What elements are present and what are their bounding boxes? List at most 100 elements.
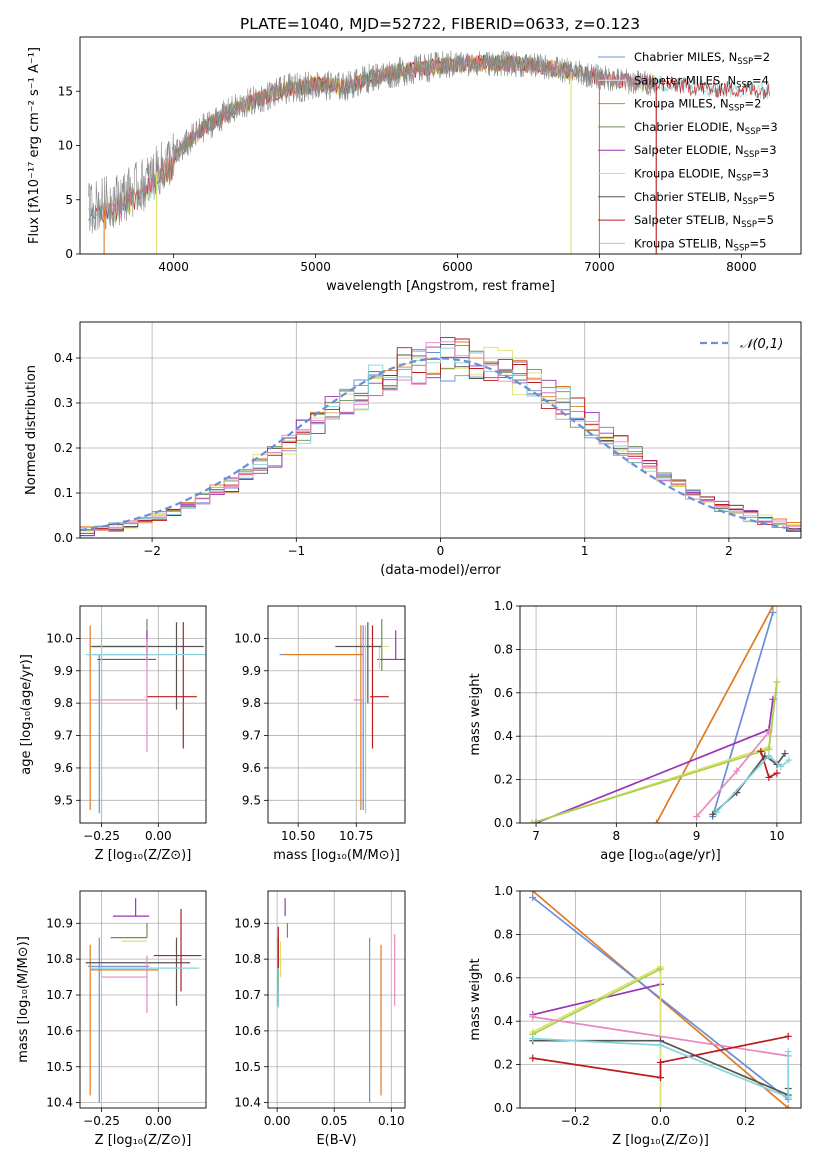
x-tick-label: 0.2 [736, 1114, 755, 1128]
series-marker [657, 1058, 664, 1066]
series-marker [657, 965, 664, 973]
series-line [531, 681, 778, 823]
x-tick-label: 0.00 [145, 829, 172, 843]
y-tick-label: 0.1 [54, 486, 73, 500]
series-marker [784, 1048, 792, 1056]
y-tick-label: 10.9 [46, 916, 73, 930]
weight_vs_Z-panel: −0.2 0.0 0.2 0.0 0.2 0.4 0.6 0.8 1.0 Z [log₁₀(Z/Z… [468, 884, 802, 1148]
y-tick-label: 10.8 [234, 952, 261, 966]
x-tick-label: 7 [532, 829, 540, 843]
x-tick-label: −0.25 [83, 829, 120, 843]
y-tick-label: 1.0 [494, 599, 513, 613]
spectrum-panel: 4000 5000 6000 7000 8000 0 5 10 15 wavelength [An… [27, 36, 802, 294]
y-tick-label: 10.5 [234, 1060, 261, 1074]
y-tick-label: 9.8 [54, 696, 73, 710]
series-line [532, 1035, 789, 1079]
y-tick-label: 10.0 [234, 631, 261, 645]
y-tick-label: 0.8 [494, 642, 513, 656]
series-marker [709, 810, 717, 818]
weight_vs_Z-frame [519, 890, 802, 1109]
y-tick-label: 9.6 [54, 761, 73, 775]
histograms [80, 337, 801, 537]
y-tick-label: 0.0 [54, 531, 73, 545]
y-tick-label: 0.4 [494, 729, 513, 743]
spectrum-ticks: 4000 5000 6000 7000 8000 0 5 10 15 [58, 84, 757, 274]
age_vs_Z-ticks: −0.25 0.00 9.5 9.6 9.7 9.8 9.9 10.0 [46, 631, 171, 843]
y-tick-label: 9.5 [242, 793, 261, 807]
y-tick-label: 10.0 [46, 631, 73, 645]
series-line [535, 699, 774, 823]
y-tick-label: 0.6 [494, 971, 513, 985]
y-tick-label: 0.2 [54, 441, 73, 455]
residuals-frame [79, 321, 802, 539]
figure-title: PLATE=1040, MJD=52722, FIBERID=0633, z=0… [240, 15, 640, 33]
y-tick-label: 10.6 [234, 1024, 261, 1038]
mass_vs_ebv-xlabel: E(B-V) [316, 1133, 356, 1148]
series-marker [529, 894, 537, 902]
x-tick-label: 6000 [442, 260, 473, 274]
x-tick-label: 1 [581, 544, 589, 558]
age_vs_mass-xlabel: mass [log₁₀(M/M⊙)] [273, 848, 400, 863]
series-marker [657, 1041, 664, 1049]
series-line [716, 754, 790, 813]
series-marker [652, 819, 660, 823]
series-marker [773, 769, 781, 777]
x-tick-label: 9 [693, 829, 701, 843]
y-tick-label: 0.8 [494, 927, 513, 941]
mass_vs_Z-grid [80, 891, 206, 1108]
y-tick-label: 10.6 [46, 1024, 73, 1038]
legend-entry: Kroupa ELODIE, NSSP=3 [634, 167, 769, 184]
y-tick-label: 0.3 [54, 396, 73, 410]
weight_vs_age-xlabel: age [log₁₀(age/yr)] [600, 848, 721, 863]
gaussian-curve [80, 357, 801, 532]
series-line [531, 681, 778, 823]
errorbar [378, 645, 389, 670]
x-tick-label: 0.0 [651, 1114, 670, 1128]
series-marker [529, 1054, 537, 1062]
y-tick-label: 10 [58, 139, 73, 153]
x-tick-label: 0.00 [145, 1114, 172, 1128]
series-marker [785, 756, 793, 764]
errorbar [87, 937, 150, 1103]
age_vs_mass-errorbars [279, 618, 405, 814]
legend-entry: Salpeter STELIB, NSSP=5 [634, 213, 774, 230]
series-marker [784, 1032, 792, 1040]
y-tick-label: 10.4 [234, 1096, 261, 1110]
residuals-xlabel: (data-model)/error [380, 563, 501, 578]
age_vs_Z-frame [79, 605, 207, 824]
y-tick-label: 0.2 [494, 773, 513, 787]
y-tick-label: 0.6 [494, 686, 513, 700]
errorbar [112, 898, 150, 917]
series-marker [784, 1104, 792, 1108]
mass_vs_ebv-grid [268, 891, 405, 1108]
errorbar [101, 955, 148, 1013]
errorbar [89, 944, 159, 1096]
legend-entry: Chabrier STELIB, NSSP=5 [634, 190, 775, 207]
series-line [655, 606, 774, 823]
spectrum-frame [79, 36, 802, 255]
series-marker [657, 1104, 664, 1108]
x-tick-label: −1 [287, 544, 305, 558]
age_vs_mass-grid [268, 606, 405, 823]
mass_vs_Z-ylabel: mass [log₁₀(M/M⊙)] [16, 936, 31, 1063]
series-marker [757, 747, 765, 755]
series-marker [532, 819, 540, 823]
mass_vs_ebv-errorbars [277, 898, 396, 1103]
series-marker [529, 891, 537, 895]
y-tick-label: 9.5 [54, 793, 73, 807]
weight_vs_Z-ylabel: mass weight [468, 958, 483, 1040]
series-marker [529, 1013, 537, 1021]
weight_vs_Z-series [529, 891, 792, 1108]
residuals-legend: 𝒩(0,1) [700, 337, 783, 352]
mass_vs_Z-panel: −0.25 0.00 10.4 10.5 10.6 10.7 10.8 10.9 Z [log₁… [16, 890, 207, 1148]
series-marker [529, 1035, 537, 1043]
spectrum-legend: Chabrier MILES, NSSP=2 Salpeter MILES, NS… [598, 50, 778, 253]
legend-entry: Kroupa STELIB, NSSP=5 [634, 236, 766, 253]
x-tick-label: −0.2 [561, 1114, 590, 1128]
legend-entry: Salpeter ELODIE, NSSP=3 [634, 143, 777, 160]
x-tick-label: 10.50 [281, 829, 315, 843]
y-tick-label: 0.0 [494, 1101, 513, 1115]
series-line [532, 1037, 790, 1099]
y-tick-label: 9.7 [242, 729, 261, 743]
x-tick-label: 10.75 [339, 829, 373, 843]
